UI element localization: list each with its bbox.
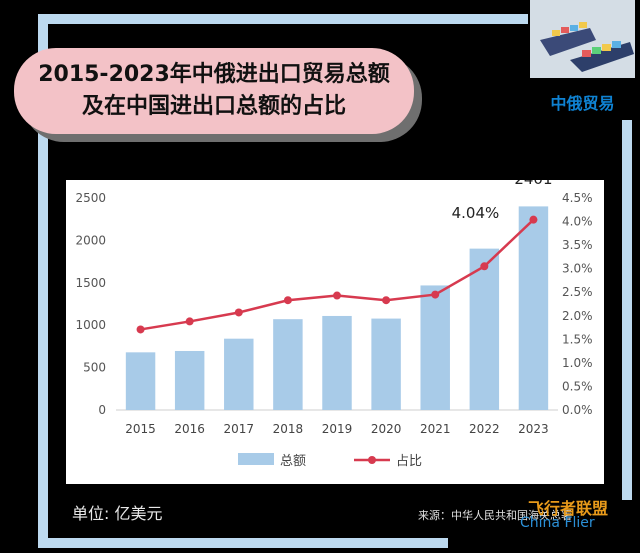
- y-tick-right: 4.5%: [562, 191, 593, 205]
- share-point: [333, 291, 341, 300]
- share-point: [185, 317, 194, 326]
- cargo-ship-icon: [530, 0, 635, 78]
- y-tick-left: 2500: [75, 191, 106, 205]
- bar: [322, 315, 352, 410]
- x-tick-label: 2018: [273, 422, 304, 436]
- source-label: 来源：中华人民共和国海关总署: [418, 509, 572, 522]
- x-tick-label: 2019: [322, 422, 353, 436]
- chart-panel: 0 500 1000 1500 2000 2500 0.0% 0.5% 1.0% 1.5% 2.0%…: [66, 170, 604, 484]
- y-tick-left: 2000: [75, 233, 106, 247]
- x-tick-label: 2017: [224, 422, 255, 436]
- y-tick-left: 1500: [75, 276, 106, 290]
- y-tick-right: 0.5%: [562, 379, 593, 393]
- y-tick-right: 3.5%: [562, 238, 593, 252]
- bar: [371, 318, 401, 410]
- y-tick-right: 2.5%: [562, 285, 593, 299]
- bar: [224, 338, 254, 410]
- title-banner: 2015-2023年中俄进出口贸易总额 及在中国进出口总额的占比: [14, 48, 414, 134]
- y-tick-right: 1.0%: [562, 356, 593, 370]
- bar: [174, 350, 205, 410]
- frame-top: [38, 14, 528, 24]
- legend-line-marker: [368, 456, 376, 464]
- watermark-en: China Flier: [520, 515, 595, 531]
- x-tick-label: 2022: [469, 422, 500, 436]
- legend-label: 占比: [396, 454, 422, 469]
- bar: [469, 248, 500, 410]
- chart: 0 500 1000 1500 2000 2500 0.0% 0.5% 1.0% 1.5% 2.0%…: [75, 170, 593, 469]
- unit-label: 单位: 亿美元: [72, 504, 163, 523]
- bar: [518, 206, 549, 410]
- bar: [125, 352, 156, 410]
- x-tick-label: 2023: [518, 422, 549, 436]
- title-line-1: 2015-2023年中俄进出口贸易总额: [38, 62, 390, 87]
- share-point: [431, 290, 440, 299]
- bar: [420, 285, 450, 410]
- x-tick-label: 2021: [420, 422, 451, 436]
- share-point: [480, 262, 489, 271]
- y-tick-right: 2.0%: [562, 309, 593, 323]
- bar: [273, 319, 303, 410]
- y-tick-left: 500: [83, 361, 106, 375]
- title-line-2: 及在中国进出口总额的占比: [81, 94, 346, 119]
- y-tick-right: 4.0%: [562, 215, 593, 229]
- frame-bottom: [38, 538, 448, 548]
- y-tick-left: 1000: [75, 318, 106, 332]
- line-data-label: 4.04%: [452, 204, 500, 222]
- share-point: [382, 296, 391, 305]
- legend-bar-swatch: [238, 453, 274, 465]
- y-tick-right: 1.5%: [562, 332, 593, 346]
- share-point: [234, 308, 243, 317]
- share-point: [136, 325, 145, 334]
- share-point: [283, 296, 292, 305]
- watermark-cn: 飞行者联盟: [528, 499, 609, 518]
- legend-label: 总额: [280, 454, 306, 469]
- share-point: [529, 215, 538, 224]
- x-tick-label: 2016: [174, 422, 205, 436]
- frame-right: [622, 120, 632, 500]
- y-tick-left: 0: [98, 403, 106, 417]
- frame-top-left: [38, 14, 48, 64]
- logo-label: 中俄贸易: [550, 94, 615, 113]
- x-tick-label: 2015: [125, 422, 156, 436]
- y-tick-right: 0.0%: [562, 403, 593, 417]
- frame-left: [38, 130, 48, 540]
- x-tick-label: 2020: [371, 422, 402, 436]
- bar-data-label: 2401: [514, 180, 552, 188]
- y-tick-right: 3.0%: [562, 262, 593, 276]
